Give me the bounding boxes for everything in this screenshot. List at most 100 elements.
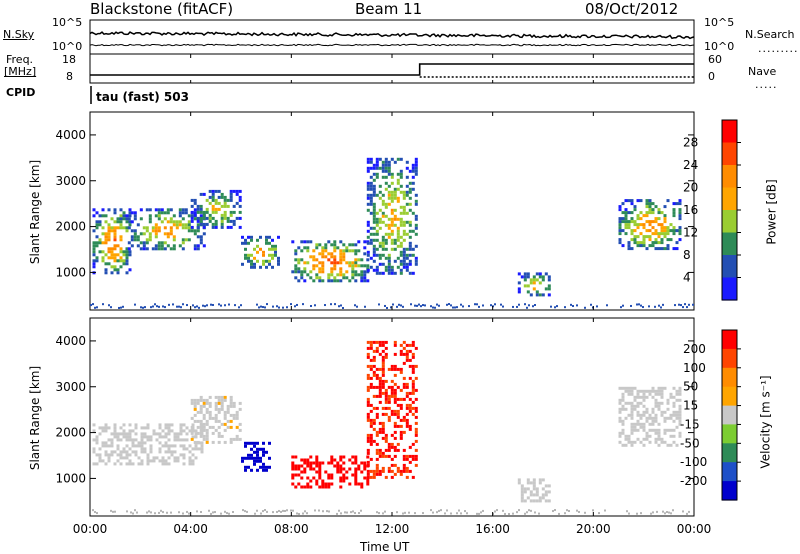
echo-cell bbox=[119, 214, 123, 218]
echo-cell bbox=[268, 253, 271, 257]
echo-cell bbox=[169, 208, 173, 212]
echo-cell bbox=[297, 246, 301, 250]
echo-cell bbox=[217, 434, 221, 438]
echo-cell bbox=[125, 438, 129, 442]
echo-cell bbox=[618, 226, 622, 230]
echo-cell bbox=[381, 391, 385, 395]
echo-cell bbox=[342, 479, 346, 483]
echo-cell bbox=[119, 250, 123, 254]
echo-cell bbox=[520, 490, 524, 494]
echo-cell bbox=[193, 232, 197, 236]
echo-cell bbox=[354, 473, 358, 477]
echo-cell bbox=[294, 258, 298, 262]
echo-cell bbox=[366, 268, 370, 272]
echo-cell bbox=[363, 464, 367, 468]
ground-scatter-cell bbox=[596, 305, 598, 308]
ground-scatter-cell bbox=[266, 303, 268, 306]
echo-cell bbox=[642, 238, 646, 242]
echo-cell bbox=[627, 392, 631, 396]
echo-cell bbox=[384, 241, 388, 245]
colorbar-segment bbox=[722, 405, 737, 426]
echo-cell bbox=[663, 419, 667, 423]
ground-scatter-cell bbox=[314, 304, 316, 307]
echo-cell bbox=[324, 249, 328, 253]
echo-cell bbox=[642, 226, 646, 230]
echo-cell bbox=[363, 461, 367, 465]
echo-cell bbox=[211, 225, 215, 229]
echo-cell bbox=[405, 202, 409, 206]
ground-scatter-cell bbox=[652, 511, 654, 514]
echo-cell bbox=[399, 250, 403, 254]
echo-cell bbox=[300, 258, 304, 262]
colorbar-tick-label: -100 bbox=[680, 455, 707, 469]
echo-cell bbox=[104, 268, 108, 272]
echo-cell bbox=[372, 190, 376, 194]
echo-cell bbox=[381, 373, 385, 377]
echo-cell bbox=[672, 211, 676, 215]
echo-cell bbox=[517, 272, 521, 276]
echo-cell bbox=[214, 207, 218, 211]
echo-cell bbox=[639, 422, 643, 426]
echo-cell bbox=[170, 423, 174, 427]
echo-cell bbox=[411, 187, 415, 191]
echo-cell bbox=[636, 404, 640, 408]
echo-cell bbox=[378, 340, 382, 344]
echo-cell bbox=[211, 440, 215, 444]
echo-cell bbox=[163, 241, 167, 245]
echo-cell bbox=[378, 244, 382, 248]
echo-cell bbox=[390, 247, 394, 251]
echo-cell bbox=[92, 429, 96, 433]
echo-cell bbox=[393, 217, 397, 221]
ground-scatter-cell bbox=[298, 512, 300, 515]
echo-cell bbox=[133, 214, 137, 218]
echo-cell bbox=[327, 279, 331, 283]
echo-cell bbox=[372, 193, 376, 197]
echo-cell bbox=[220, 398, 224, 402]
echo-cell bbox=[396, 217, 400, 221]
echo-cell bbox=[104, 426, 108, 430]
echo-cell bbox=[113, 244, 117, 248]
echo-cell bbox=[101, 426, 105, 430]
echo-cell bbox=[175, 226, 179, 230]
echo-cell bbox=[363, 264, 367, 268]
echo-cell bbox=[303, 261, 307, 265]
echo-cell bbox=[104, 241, 108, 245]
echo-cell bbox=[411, 454, 415, 458]
echo-cell bbox=[411, 367, 415, 371]
nave-label: Nave bbox=[748, 65, 777, 78]
echo-cell bbox=[163, 211, 167, 215]
echo-cell bbox=[396, 178, 400, 182]
echo-cell bbox=[630, 431, 634, 435]
echo-cell bbox=[155, 456, 159, 460]
echo-cell bbox=[220, 434, 224, 438]
echo-cell bbox=[131, 438, 135, 442]
ground-scatter-cell bbox=[294, 305, 296, 308]
echo-cell bbox=[125, 256, 129, 260]
echo-cell bbox=[399, 472, 403, 476]
echo-cell bbox=[119, 432, 123, 436]
echo-cell bbox=[369, 196, 373, 200]
echo-cell bbox=[259, 456, 262, 460]
echo-cell bbox=[146, 462, 150, 466]
ground-scatter-cell bbox=[680, 304, 682, 307]
echo-cell bbox=[265, 450, 268, 454]
time-xlabel: Time UT bbox=[360, 540, 410, 554]
ground-scatter-cell bbox=[528, 509, 530, 512]
echo-cell bbox=[160, 208, 164, 212]
echo-cell bbox=[393, 367, 397, 371]
echo-cell bbox=[390, 463, 394, 467]
echo-cell bbox=[411, 175, 415, 179]
echo-cell bbox=[390, 469, 394, 473]
echo-cell bbox=[633, 404, 637, 408]
echo-cell bbox=[369, 436, 373, 440]
ground-scatter-cell bbox=[598, 512, 600, 515]
colorbar-tick-label: 4 bbox=[683, 271, 691, 285]
echo-cell bbox=[369, 433, 373, 437]
echo-cell bbox=[387, 160, 391, 164]
echo-cell bbox=[648, 428, 652, 432]
echo-cell bbox=[366, 169, 370, 173]
echo-cell bbox=[223, 395, 227, 399]
echo-cell bbox=[381, 244, 385, 248]
echo-cell bbox=[666, 244, 670, 248]
echo-cell bbox=[408, 229, 412, 233]
